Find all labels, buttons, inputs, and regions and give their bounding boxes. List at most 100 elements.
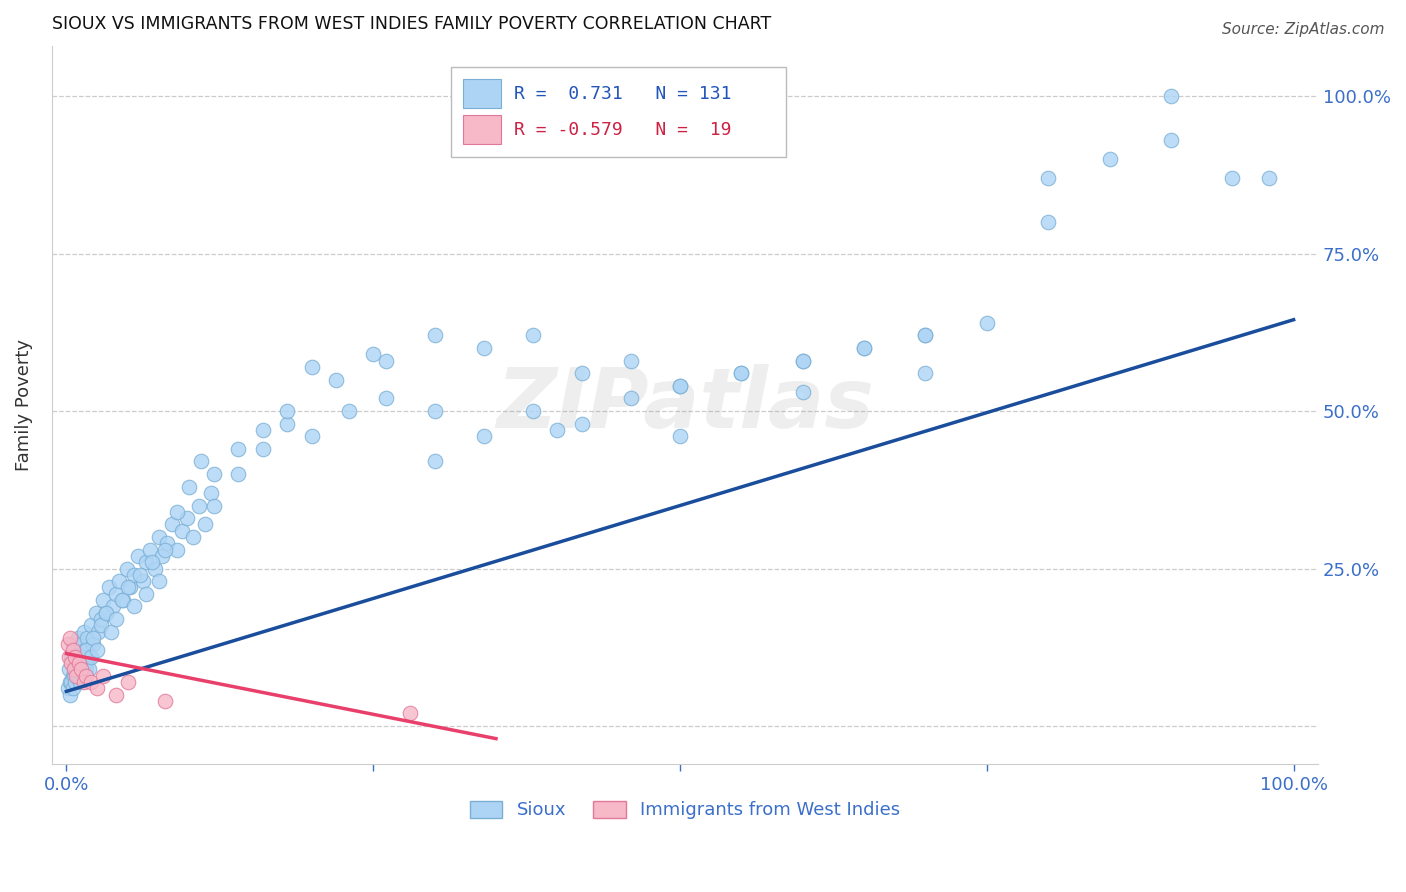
Point: [472, 341, 495, 355]
Point: [252, 423, 274, 437]
Point: [75, 662, 97, 676]
Point: [571, 366, 593, 380]
Point: [914, 366, 936, 380]
Point: [111, 593, 134, 607]
Point: [72, 668, 94, 682]
Point: [115, 561, 138, 575]
Point: [69, 668, 91, 682]
Point: [546, 423, 568, 437]
Point: [301, 429, 323, 443]
Point: [108, 574, 131, 588]
Point: [80, 674, 103, 689]
Point: [59, 688, 82, 702]
Point: [1258, 171, 1281, 186]
Point: [792, 353, 814, 368]
Point: [63, 674, 86, 689]
Point: [77, 649, 100, 664]
Text: ZIPatlas: ZIPatlas: [496, 364, 875, 445]
Point: [91, 668, 114, 682]
Point: [101, 599, 124, 614]
Point: [60, 649, 83, 664]
Point: [423, 328, 446, 343]
Point: [77, 662, 100, 676]
Point: [70, 662, 93, 676]
Point: [730, 366, 752, 380]
Point: [104, 587, 127, 601]
Point: [669, 379, 692, 393]
Point: [100, 624, 122, 639]
Point: [80, 649, 103, 664]
Point: [976, 316, 998, 330]
Point: [301, 359, 323, 374]
Point: [82, 637, 104, 651]
Point: [1098, 152, 1121, 166]
Point: [117, 674, 139, 689]
Point: [1036, 215, 1059, 229]
Point: [86, 643, 108, 657]
Point: [65, 668, 87, 682]
Point: [730, 366, 752, 380]
Point: [59, 631, 82, 645]
Point: [127, 549, 149, 563]
Point: [65, 662, 87, 676]
Point: [150, 549, 173, 563]
Point: [59, 674, 82, 689]
Point: [226, 442, 249, 456]
Point: [75, 643, 97, 657]
Point: [63, 656, 86, 670]
Point: [56, 637, 79, 651]
Point: [72, 649, 94, 664]
FancyBboxPatch shape: [464, 115, 502, 144]
Point: [1160, 133, 1182, 147]
Point: [80, 618, 103, 632]
Point: [143, 561, 166, 575]
Point: [122, 599, 145, 614]
Point: [399, 706, 422, 721]
Point: [1220, 171, 1243, 186]
Point: [276, 404, 298, 418]
Point: [914, 328, 936, 343]
Point: [72, 656, 94, 670]
Point: [84, 606, 107, 620]
Point: [252, 442, 274, 456]
Point: [70, 637, 93, 651]
Point: [86, 681, 108, 696]
Point: [66, 668, 89, 682]
Point: [62, 637, 84, 651]
Point: [571, 417, 593, 431]
Point: [69, 674, 91, 689]
Point: [104, 612, 127, 626]
Point: [90, 612, 112, 626]
Point: [58, 662, 80, 676]
Point: [56, 681, 79, 696]
Point: [82, 631, 104, 645]
Point: [202, 467, 225, 481]
Legend: Sioux, Immigrants from West Indies: Sioux, Immigrants from West Indies: [463, 793, 907, 827]
Point: [194, 517, 217, 532]
Point: [67, 656, 90, 670]
Point: [139, 542, 162, 557]
Point: [90, 618, 112, 632]
Point: [669, 429, 692, 443]
Point: [620, 353, 643, 368]
Point: [166, 505, 188, 519]
Point: [62, 668, 84, 682]
FancyBboxPatch shape: [464, 79, 502, 108]
Point: [325, 373, 347, 387]
Text: SIOUX VS IMMIGRANTS FROM WEST INDIES FAMILY POVERTY CORRELATION CHART: SIOUX VS IMMIGRANTS FROM WEST INDIES FAM…: [52, 15, 770, 33]
Y-axis label: Family Poverty: Family Poverty: [15, 339, 32, 471]
Point: [472, 429, 495, 443]
Point: [423, 404, 446, 418]
Point: [73, 643, 96, 657]
Point: [1160, 89, 1182, 103]
Point: [94, 606, 117, 620]
Point: [111, 593, 134, 607]
Text: R =  0.731   N = 131: R = 0.731 N = 131: [515, 85, 731, 103]
Point: [374, 392, 396, 406]
Point: [60, 656, 83, 670]
Point: [423, 454, 446, 468]
Point: [337, 404, 360, 418]
Point: [135, 555, 157, 569]
Point: [67, 649, 90, 664]
Point: [58, 649, 80, 664]
